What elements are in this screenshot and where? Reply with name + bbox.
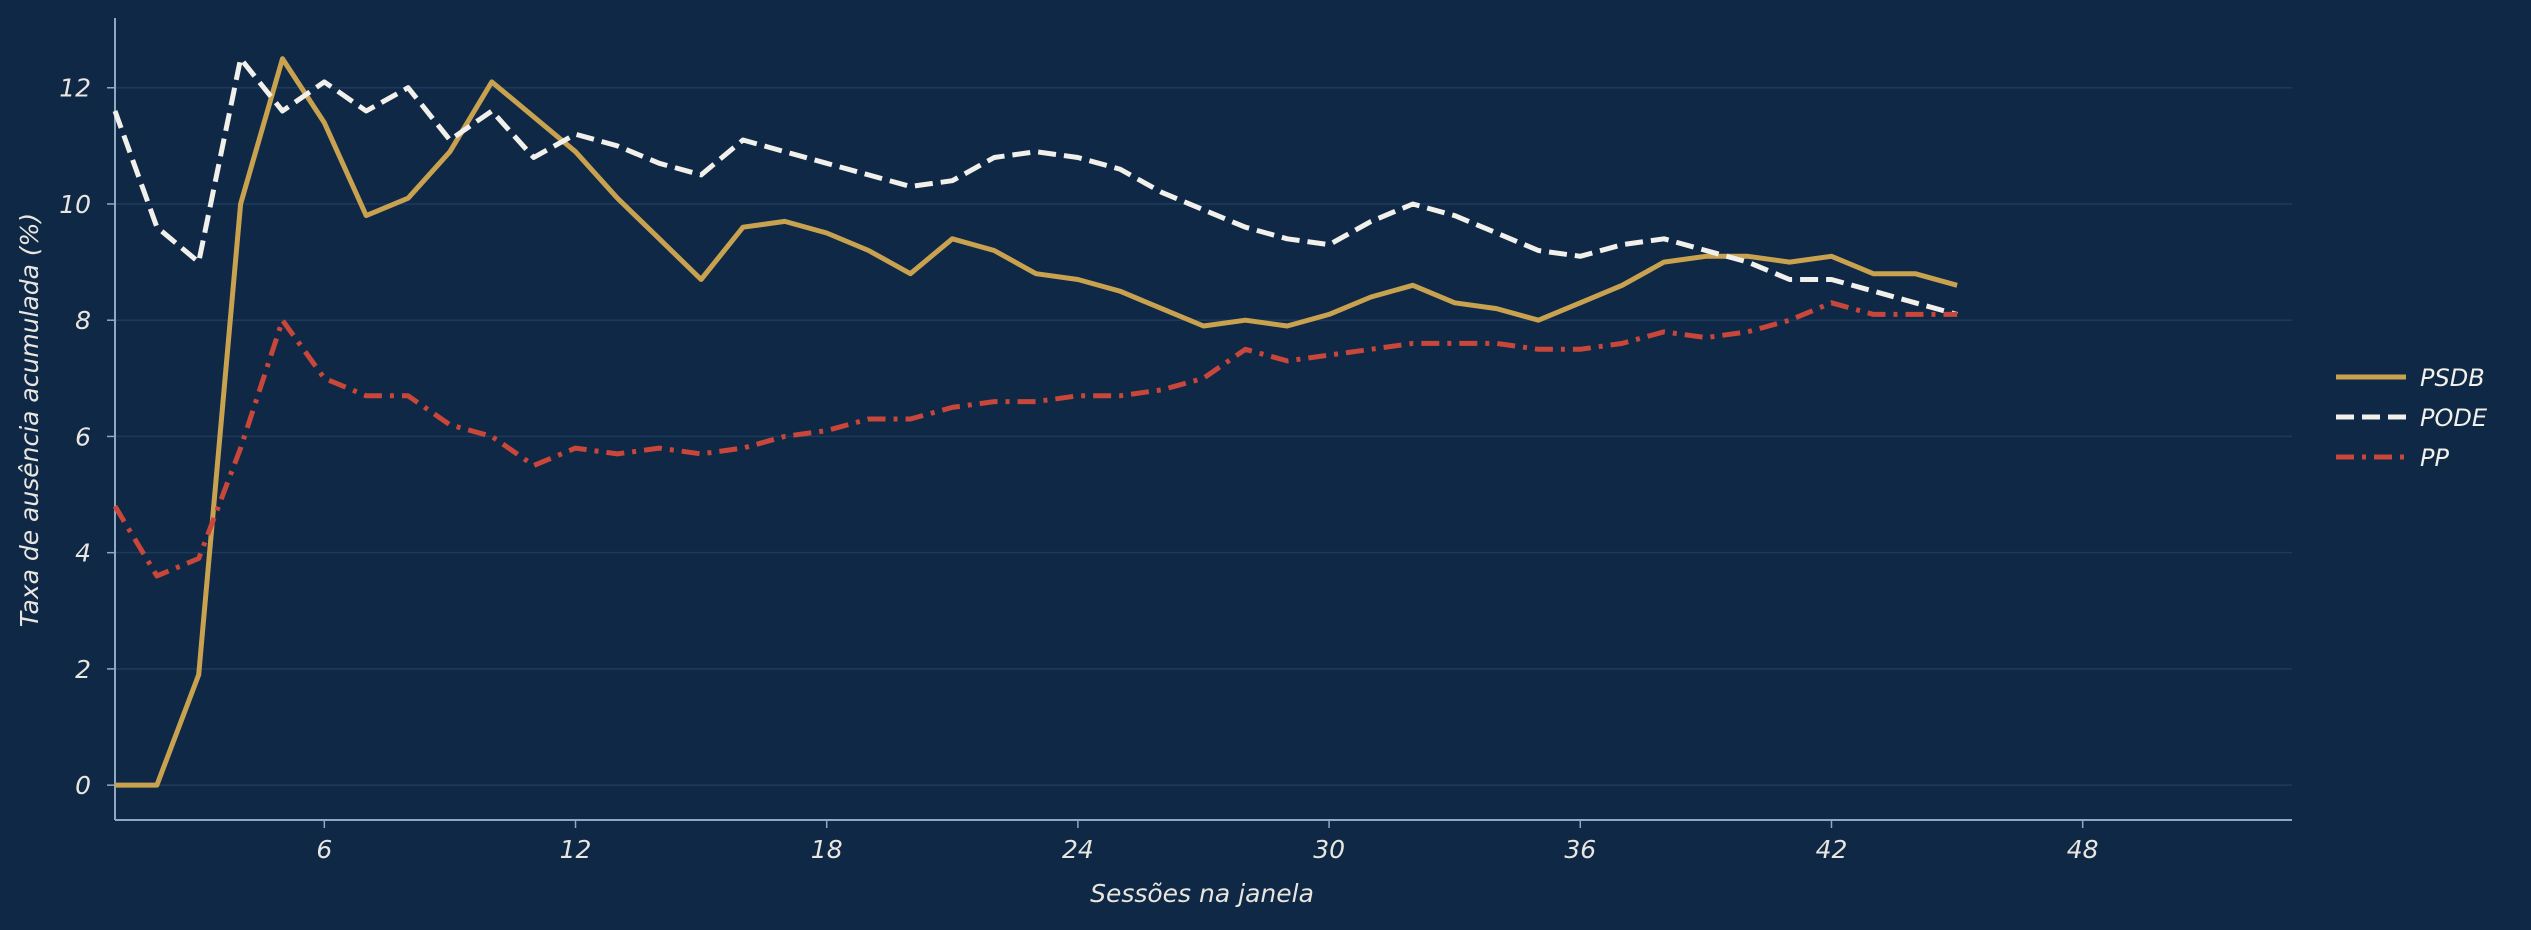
legend-label: PODE (2420, 404, 2488, 432)
y-tick-label: 8 (75, 306, 91, 335)
y-tick-label: 4 (75, 539, 91, 568)
x-tick-label: 30 (1313, 835, 1345, 864)
legend-label: PP (2420, 444, 2449, 472)
x-tick-label: 12 (560, 835, 592, 864)
x-tick-label: 6 (316, 835, 332, 864)
x-tick-label: 18 (811, 835, 843, 864)
legend-item-pode: PODE (2336, 404, 2488, 432)
x-tick-label: 42 (1816, 835, 1848, 864)
series-line-pode (112, 56, 1958, 317)
x-tick-label: 24 (1062, 835, 1094, 864)
y-tick-label: 2 (75, 655, 91, 684)
y-axis-title: Taxa de ausência acumulada (%) (15, 213, 44, 627)
grid-lines (115, 86, 2292, 786)
series-line-psdb (115, 56, 1958, 788)
x-tick-label: 48 (2067, 835, 2099, 864)
legend-item-pp: PP (2336, 444, 2449, 472)
y-tick-label: 0 (75, 771, 91, 800)
series-line-pp (112, 300, 1958, 579)
axes (114, 18, 2292, 821)
x-tick-label: 36 (1564, 835, 1596, 864)
legend-item-psdb: PSDB (2336, 364, 2485, 392)
x-axis-ticks: 6 12 18 24 30 36 42 48 (316, 820, 2099, 864)
x-axis-title: Sessões na janela (1090, 879, 1314, 908)
y-tick-label: 10 (59, 190, 91, 219)
legend: PSDB PODE PP (2336, 364, 2488, 472)
legend-label: PSDB (2420, 364, 2485, 392)
y-tick-label: 6 (75, 422, 91, 451)
y-axis-ticks: 0 2 4 6 8 10 12 (59, 74, 115, 800)
series-lines (112, 56, 1958, 788)
y-tick-label: 12 (59, 74, 91, 103)
